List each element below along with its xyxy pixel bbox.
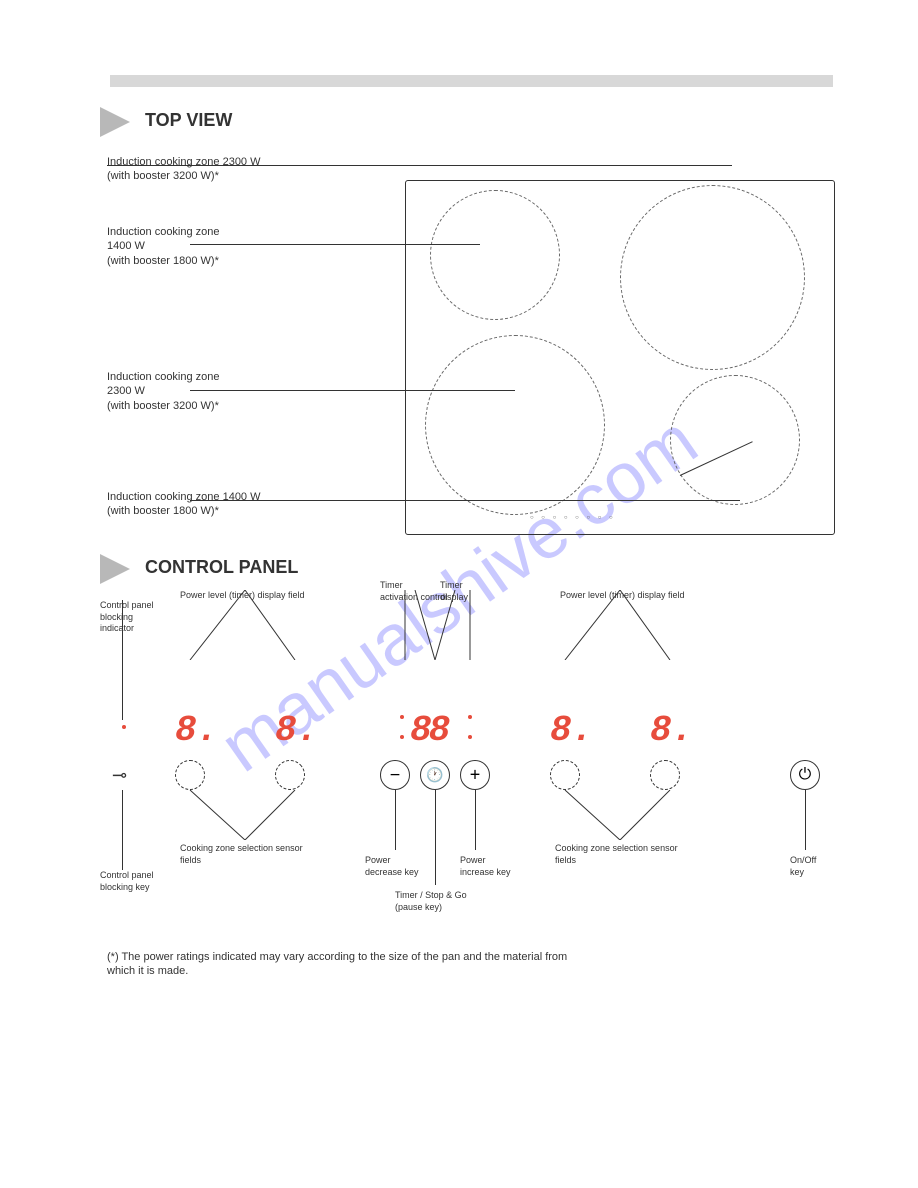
label-timer-key: Timer / Stop & Go (pause key) [395, 890, 467, 913]
label-power-dec: Power decrease key [365, 855, 419, 878]
label-power-display-right: Power level (timer) display field [560, 590, 690, 602]
power-display-3: 8. [550, 710, 593, 751]
leader-line [190, 244, 480, 245]
power-display-1: 8. [175, 710, 218, 751]
timer-dot [468, 715, 472, 719]
group-lines-left-bottom [160, 790, 320, 840]
label-zone-select-right: Cooking zone selection sensor fields [555, 843, 685, 866]
leader-v [395, 790, 396, 850]
power-display-2: 8. [275, 710, 318, 751]
zone-select-4 [650, 760, 680, 790]
label-timer-disp: Timer display [440, 580, 468, 603]
label-onoff: On/Off key [790, 855, 816, 878]
leader-v [805, 790, 806, 850]
zone-label-2300w: Induction cooking zone 2300 W (with boos… [107, 155, 261, 184]
leader-line [190, 500, 740, 501]
label-power-display-left: Power level (timer) display field [180, 590, 310, 602]
zone-2300w-rear-right [620, 185, 805, 370]
leader-v [435, 790, 436, 885]
label-power-inc: Power increase key [460, 855, 511, 878]
section-marker-2 [100, 554, 130, 584]
group-lines-right-bottom [535, 790, 695, 840]
zone-2300w-front-left [425, 335, 605, 515]
plus-button: + [460, 760, 490, 790]
minus-button: − [380, 760, 410, 790]
top-divider [110, 75, 833, 87]
leader-line [190, 390, 515, 391]
timer-dot [400, 715, 404, 719]
label-lock-key: Control panel blocking key [100, 870, 154, 893]
lock-key-icon: ⊸ [112, 765, 127, 786]
clock-button: 🕐 [420, 760, 450, 790]
section-title-controlpanel: CONTROL PANEL [145, 557, 298, 578]
label-lock-indicator: Control panel blocking indicator [100, 600, 154, 635]
zone-label-1400w: Induction cooking zone 1400 W (with boos… [107, 225, 220, 268]
zone-1400w-front-right [670, 375, 800, 505]
cooktop-diagram [405, 180, 835, 535]
label-zone-select-left: Cooking zone selection sensor fields [180, 843, 310, 866]
label-timer-act: Timer activation control [380, 580, 448, 603]
leader-v [475, 790, 476, 850]
lock-indicator-dot [122, 725, 126, 729]
section-marker-1 [100, 107, 130, 137]
leader-v [122, 790, 123, 870]
onoff-button: ⏻ [790, 760, 820, 790]
zone-select-1 [175, 760, 205, 790]
section-title-topview: TOP VIEW [145, 110, 232, 131]
timer-dot [468, 735, 472, 739]
zone-label-2300w-2: Induction cooking zone 2300 W (with boos… [107, 370, 220, 413]
zone-1400w-rear-left [430, 190, 560, 320]
power-display-4: 8. [650, 710, 693, 751]
zone-label-1400w-2: Induction cooking zone 1400 W (with boos… [107, 490, 261, 519]
mini-control-panel: ○ ○ ○ ○ ○ ○ ○ ○ [530, 515, 616, 521]
footnote: (*) The power ratings indicated may vary… [107, 950, 567, 979]
timer-display: 88 [410, 710, 447, 751]
timer-dot [400, 735, 404, 739]
